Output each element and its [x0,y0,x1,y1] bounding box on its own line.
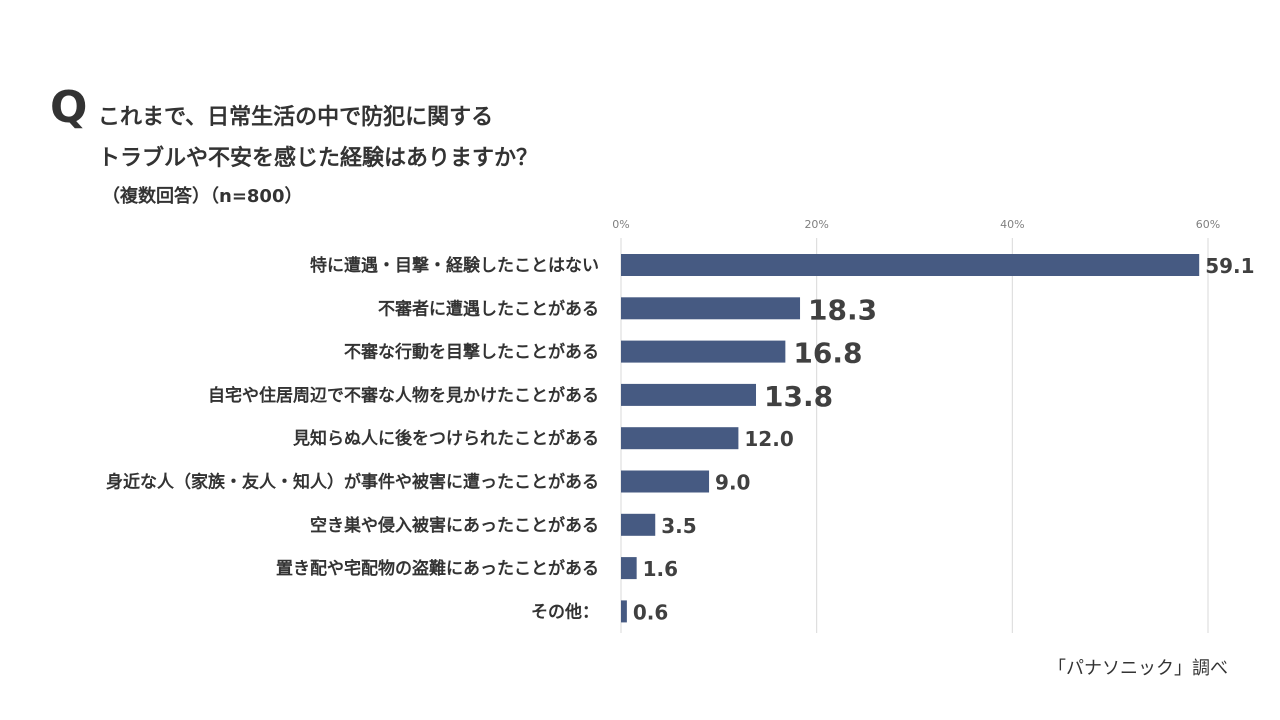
bar [621,383,757,406]
category-label: 身近な人（家族・友人・知人）が事件や被害に遭ったことがある [106,472,599,493]
category-label: 不審な行動を目撃したことがある [344,342,599,363]
bar [621,600,627,623]
source-note: 「パナソニック」調べ [1048,658,1228,679]
category-label: 見知らぬ人に後をつけられたことがある [292,428,599,449]
value-label: 3.5 [661,514,696,538]
category-label: 特に遭遇・目撃・経験したことはない [310,255,599,276]
bar [621,557,637,580]
value-label: 18.3 [808,293,877,326]
bar [621,254,1200,276]
value-label: 16.8 [793,337,862,370]
value-label: 13.8 [764,380,833,413]
x-tick-label: 20% [804,218,828,231]
category-label: その他： [531,601,599,622]
value-label: 9.0 [715,471,750,495]
question-sample-note: （複数回答）（n=800） [102,186,303,207]
bar [621,297,801,320]
value-label: 1.6 [643,557,678,581]
value-label: 12.0 [744,427,793,451]
question-mark: Q [50,82,88,133]
category-label: 自宅や住居周辺で不審な人物を見かけたことがある [208,385,599,406]
value-label: 0.6 [633,600,668,624]
x-tick-label: 60% [1196,218,1220,231]
x-tick-label: 40% [1000,218,1024,231]
value-label: 59.1 [1205,254,1254,278]
bar [621,340,786,363]
x-tick-label: 0% [612,218,629,231]
category-label: 置き配や宅配物の盗難にあったことがある [276,558,599,579]
question-text-line-2: トラブルや不安を感じた経験はありますか？ [98,146,539,171]
category-label: 不審者に遭遇したことがある [378,298,599,319]
question-text-line-1: これまで、日常生活の中で防犯に関する [98,105,494,130]
bar [621,427,739,450]
bar [621,470,710,493]
category-label: 空き巣や侵入被害にあったことがある [310,515,599,536]
bar [621,513,656,536]
